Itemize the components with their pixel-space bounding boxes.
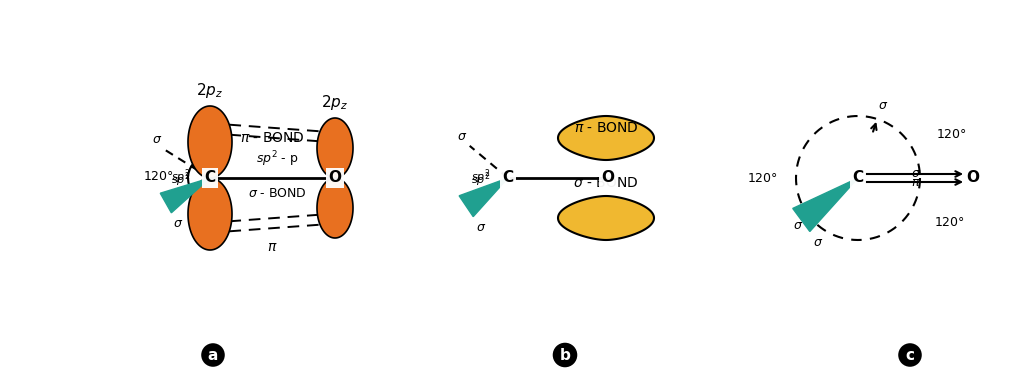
Text: $\mathbf{b}$: $\mathbf{b}$: [559, 347, 571, 363]
Text: $\pi$: $\pi$: [267, 240, 278, 254]
Text: $120°$: $120°$: [748, 172, 778, 186]
Polygon shape: [188, 106, 232, 178]
Text: $\sigma$: $\sigma$: [173, 217, 183, 230]
Text: $sp^2$: $sp^2$: [171, 170, 190, 189]
Text: C: C: [205, 170, 216, 186]
Text: $2p_z$: $2p_z$: [197, 81, 223, 100]
Text: C: C: [852, 170, 863, 186]
Text: $120°$: $120°$: [143, 170, 174, 183]
Text: $sp^2$ - p: $sp^2$ - p: [256, 149, 299, 169]
Polygon shape: [317, 178, 353, 238]
Text: $\sigma$ - BOND: $\sigma$ - BOND: [573, 176, 639, 190]
Text: O: O: [329, 170, 341, 186]
Text: $\sigma$: $\sigma$: [878, 99, 888, 112]
Text: $\pi$ - BOND: $\pi$ - BOND: [241, 131, 305, 145]
Text: $\sigma$: $\sigma$: [911, 167, 922, 180]
Text: $\mathbf{c}$: $\mathbf{c}$: [905, 348, 915, 362]
Polygon shape: [459, 178, 508, 217]
Text: $\pi$ - BOND: $\pi$ - BOND: [573, 121, 638, 135]
Polygon shape: [317, 118, 353, 178]
Polygon shape: [558, 116, 654, 160]
Text: $\sigma$: $\sigma$: [152, 133, 162, 146]
Text: O: O: [601, 170, 614, 186]
Polygon shape: [793, 178, 858, 231]
Text: $\sigma$: $\sigma$: [813, 235, 823, 248]
Text: $\pi$: $\pi$: [911, 176, 921, 189]
Polygon shape: [161, 178, 210, 213]
Text: C: C: [503, 170, 514, 186]
Text: $\sigma$: $\sigma$: [458, 130, 468, 143]
Text: $120°$: $120°$: [936, 128, 967, 141]
Text: $2p_z$: $2p_z$: [322, 93, 348, 112]
Text: O: O: [967, 170, 980, 186]
Text: $120°$: $120°$: [934, 217, 965, 230]
Polygon shape: [558, 196, 654, 240]
Polygon shape: [188, 178, 232, 250]
Text: $sp^2$: $sp^2$: [171, 168, 190, 186]
Text: $\sigma$: $\sigma$: [793, 219, 803, 232]
Text: $\sigma$: $\sigma$: [476, 221, 486, 234]
Text: $\mathbf{a}$: $\mathbf{a}$: [208, 348, 218, 362]
Text: $sp^2$: $sp^2$: [470, 170, 490, 189]
Text: $\sigma$ - BOND: $\sigma$ - BOND: [248, 187, 307, 200]
Text: $sp^2$: $sp^2$: [470, 168, 490, 186]
